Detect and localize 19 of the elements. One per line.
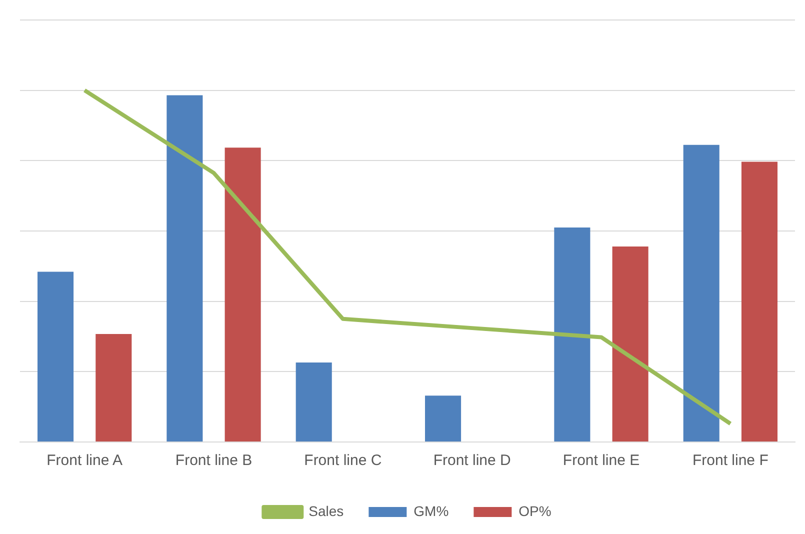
bar <box>554 227 590 442</box>
x-tick-label: Front line A <box>46 452 123 470</box>
x-tick-label: Front line B <box>175 452 252 470</box>
bar <box>96 334 132 442</box>
bar <box>224 148 261 442</box>
bar <box>38 272 74 442</box>
bar <box>296 362 332 442</box>
legend-label: GM% <box>414 502 449 519</box>
x-tick-label: Front line F <box>692 452 768 470</box>
x-tick-label: Front line E <box>562 452 640 470</box>
x-tick-label: Front line C <box>304 452 382 470</box>
bar <box>741 162 778 442</box>
bar <box>166 95 203 442</box>
bar <box>612 246 648 442</box>
bar <box>425 396 462 442</box>
legend-label: Sales <box>308 502 344 519</box>
legend-label: OP% <box>518 502 552 519</box>
x-tick-label: Front line D <box>433 452 512 470</box>
bar <box>683 144 720 442</box>
